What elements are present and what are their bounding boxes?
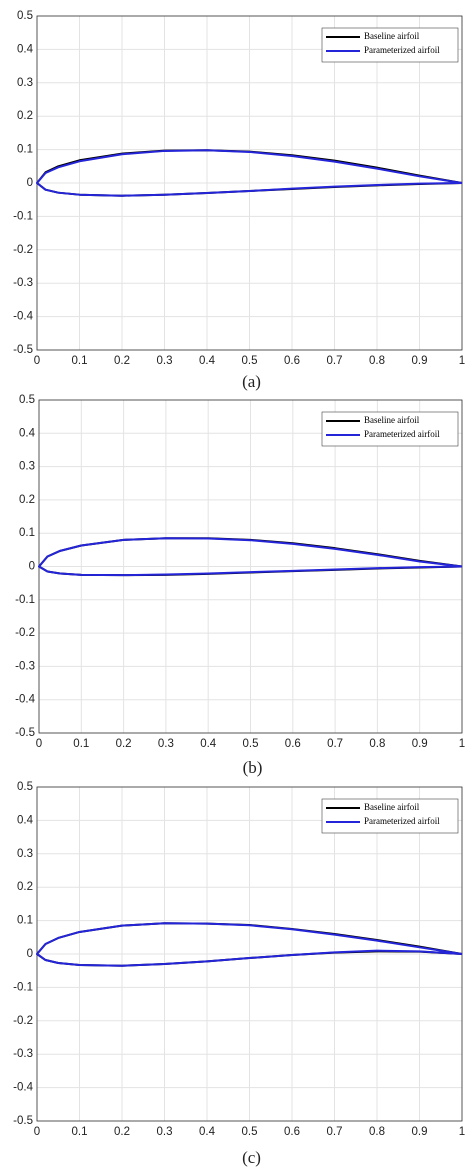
y-tick-label: 0.5	[19, 394, 35, 406]
panel-caption: (a)	[242, 372, 261, 391]
y-tick-label: -0.1	[15, 594, 35, 606]
x-tick-label: 0.3	[157, 1126, 173, 1138]
x-tick-label: 0.9	[412, 355, 428, 367]
panel-caption: (c)	[242, 1148, 261, 1167]
y-tick-label: -0.1	[13, 981, 33, 993]
x-tick-label: 0	[34, 1126, 40, 1138]
y-tick-label: -0.2	[13, 1015, 33, 1027]
legend-box	[321, 411, 459, 447]
y-tick-label: -0.1	[13, 210, 33, 222]
x-tick-label: 0.1	[72, 1126, 88, 1138]
x-tick-label: 0.3	[157, 355, 173, 367]
y-tick-label: 0.3	[17, 77, 33, 89]
panel-caption: (b)	[243, 758, 263, 777]
x-tick-label: 0.8	[369, 738, 385, 750]
x-tick-label: 0.7	[327, 1126, 343, 1138]
legend-label: Baseline airfoil	[364, 415, 420, 425]
y-tick-label: -0.4	[13, 311, 33, 323]
y-tick-label: 0.1	[19, 527, 35, 539]
y-tick-label: -0.4	[15, 694, 35, 706]
y-tick-label: 0.4	[19, 427, 36, 439]
series-line	[36, 149, 463, 197]
series-line	[36, 922, 463, 967]
y-tick-label: 0.4	[17, 43, 34, 55]
y-tick-label: -0.5	[15, 727, 35, 739]
x-tick-label: 0.5	[242, 355, 258, 367]
x-tick-label: 0.1	[72, 355, 88, 367]
y-tick-label: -0.2	[15, 627, 35, 639]
legend-box	[321, 27, 459, 63]
x-tick-label: 0.7	[327, 738, 343, 750]
x-tick-label: 0.5	[242, 1126, 258, 1138]
x-tick-label: 1	[459, 738, 465, 750]
series-line	[38, 537, 463, 577]
x-tick-label: 1	[459, 1126, 465, 1138]
y-tick-label: 0.1	[17, 915, 33, 927]
y-tick-label: 0.4	[17, 814, 34, 826]
x-tick-label: 0.5	[243, 738, 259, 750]
x-tick-label: 0.2	[116, 738, 132, 750]
x-tick-label: 0.4	[199, 1126, 216, 1138]
x-tick-label: 0.8	[369, 1126, 385, 1138]
y-tick-label: 0.2	[19, 494, 35, 506]
x-tick-label: 0.9	[412, 738, 428, 750]
x-tick-label: 0.6	[285, 738, 301, 750]
x-tick-label: 0.9	[412, 1126, 428, 1138]
y-tick-label: 0.3	[19, 461, 35, 473]
y-tick-label: 0	[27, 177, 33, 189]
x-tick-label: 0.8	[369, 355, 385, 367]
x-tick-label: 0	[34, 355, 40, 367]
legend-box	[321, 798, 459, 834]
y-tick-label: -0.2	[13, 244, 33, 256]
y-tick-label: 0.3	[17, 848, 33, 860]
y-tick-label: 0.5	[17, 10, 33, 22]
x-tick-label: 0.4	[199, 355, 216, 367]
legend-label: Baseline airfoil	[364, 31, 420, 41]
y-tick-label: 0	[29, 561, 35, 573]
x-tick-label: 0.7	[327, 355, 343, 367]
y-tick-label: -0.3	[13, 277, 33, 289]
legend-label: Parameterized airfoil	[364, 429, 440, 439]
y-tick-label: 0.5	[17, 781, 33, 793]
x-tick-label: 0.2	[114, 355, 130, 367]
y-tick-label: 0.2	[17, 110, 33, 122]
y-tick-label: -0.3	[13, 1048, 33, 1060]
x-tick-label: 1	[459, 355, 465, 367]
y-tick-label: 0	[27, 948, 33, 960]
y-tick-label: -0.5	[13, 344, 33, 356]
legend-label: Parameterized airfoil	[364, 45, 440, 55]
y-tick-label: -0.3	[15, 660, 35, 672]
x-tick-label: 0.2	[114, 1126, 130, 1138]
x-tick-label: 0.3	[158, 738, 174, 750]
legend-label: Parameterized airfoil	[364, 816, 440, 826]
y-tick-label: -0.4	[13, 1082, 33, 1094]
x-tick-label: 0.6	[284, 355, 300, 367]
y-tick-label: 0.1	[17, 144, 33, 156]
x-tick-label: 0.1	[73, 738, 89, 750]
x-tick-label: 0.6	[284, 1126, 300, 1138]
legend-label: Baseline airfoil	[364, 802, 420, 812]
y-tick-label: 0.2	[17, 881, 33, 893]
y-tick-label: -0.5	[13, 1115, 33, 1127]
x-tick-label: 0.4	[200, 738, 217, 750]
x-tick-label: 0	[36, 738, 42, 750]
